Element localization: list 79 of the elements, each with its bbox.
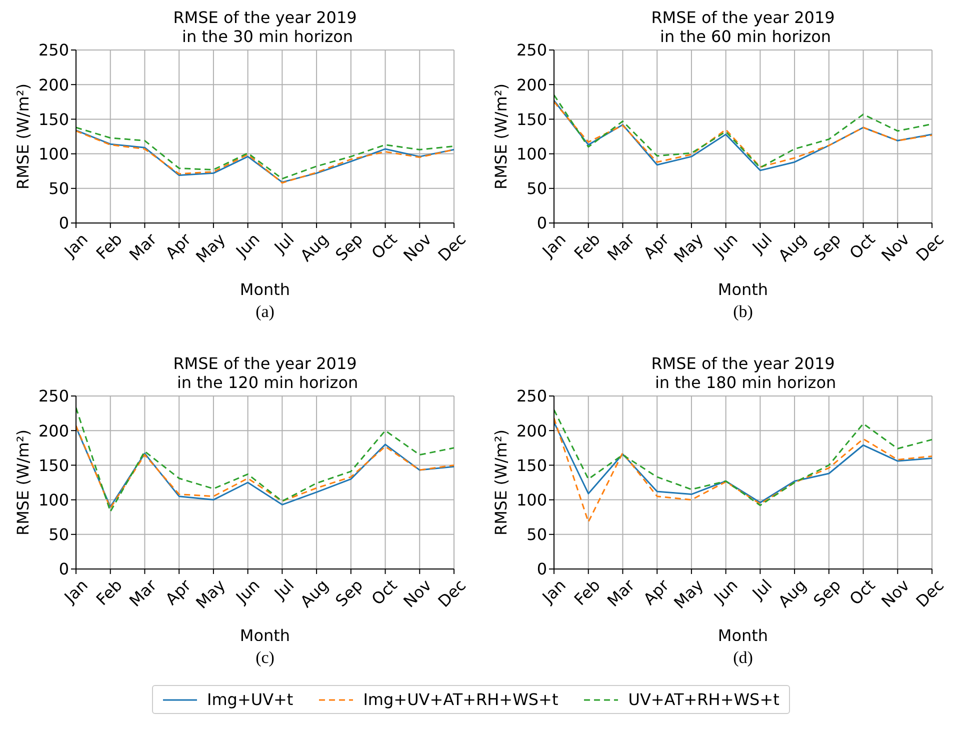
x-tick-label: Nov xyxy=(400,576,436,612)
y-axis-title: RMSE (W/m²) xyxy=(491,430,510,536)
y-tick-label: 250 xyxy=(516,386,547,406)
x-axis-title: Month xyxy=(240,626,290,645)
x-axis-title: Month xyxy=(718,280,768,299)
text: (c) xyxy=(254,648,276,668)
x-tick-label: Feb xyxy=(92,576,126,610)
x-tick-label: Oct xyxy=(368,576,401,609)
y-axis-title: RMSE (W/m²) xyxy=(13,84,32,190)
line-series xyxy=(554,417,932,523)
y-tick-label: 150 xyxy=(38,110,69,129)
text: (b) xyxy=(732,302,754,322)
y-tick-label: 200 xyxy=(516,421,547,440)
x-tick-label: Dec xyxy=(434,576,470,611)
chart-title: RMSE of the year 2019 in the 120 min horizon xyxy=(172,354,360,392)
x-tick-label: Apr xyxy=(162,575,195,609)
x-tick-label: Sep xyxy=(810,576,844,610)
y-tick-label: 50 xyxy=(526,525,547,544)
x-tick-label: Nov xyxy=(400,230,436,266)
y-tick-label: 50 xyxy=(48,179,69,198)
x-tick-label: Jun xyxy=(710,576,742,608)
x-tick-label: Nov xyxy=(878,576,914,612)
y-tick-label: 150 xyxy=(516,110,547,129)
x-tick-label: Mar xyxy=(126,229,161,264)
x-tick-label: Apr xyxy=(640,229,673,263)
x-tick-label: Dec xyxy=(434,230,470,265)
x-tick-label: Mar xyxy=(604,575,639,610)
x-tick-label: Oct xyxy=(846,230,879,263)
line-series xyxy=(554,409,932,506)
x-tick-label: Apr xyxy=(162,229,195,263)
x-tick-label: Feb xyxy=(570,576,604,610)
x-axis-title: Month xyxy=(240,280,290,299)
chart-title: RMSE of the year 2019 in the 180 min horizon xyxy=(650,354,838,392)
x-tick-label: Oct xyxy=(846,576,879,609)
y-tick-label: 100 xyxy=(38,490,69,510)
x-tick-label: Mar xyxy=(604,229,639,264)
x-tick-label: Sep xyxy=(332,576,366,610)
legend-label: Img+UV+t xyxy=(207,690,294,709)
y-tick-label: 100 xyxy=(38,144,69,164)
y-tick-label: 50 xyxy=(48,525,69,544)
x-tick-label: Mar xyxy=(126,575,161,610)
legend-label: Img+UV+AT+RH+WS+t xyxy=(363,690,558,709)
line-series xyxy=(554,422,932,504)
y-axis-title: RMSE (W/m²) xyxy=(491,84,510,190)
y-tick-label: 250 xyxy=(38,386,69,406)
x-tick-label: Apr xyxy=(640,575,673,609)
y-tick-label: 100 xyxy=(516,490,547,510)
x-tick-label: Nov xyxy=(878,230,914,266)
x-tick-label: Sep xyxy=(332,230,366,264)
y-tick-label: 150 xyxy=(38,456,69,475)
x-tick-label: Sep xyxy=(810,230,844,264)
legend-label: UV+AT+RH+WS+t xyxy=(628,690,780,709)
text: (a) xyxy=(254,302,276,322)
text: (d) xyxy=(732,648,754,668)
y-tick-label: 200 xyxy=(38,75,69,94)
x-tick-label: Jul xyxy=(748,230,776,258)
line-series xyxy=(76,407,454,512)
y-tick-label: 250 xyxy=(516,40,547,60)
x-tick-label: Jun xyxy=(232,576,264,608)
chart-title: RMSE of the year 2019 in the 60 min horizon xyxy=(650,8,836,46)
y-axis-title: RMSE (W/m²) xyxy=(13,430,32,536)
x-tick-label: Jun xyxy=(232,230,264,262)
x-tick-label: Feb xyxy=(92,230,126,264)
y-tick-label: 100 xyxy=(516,144,547,164)
y-tick-label: 200 xyxy=(38,421,69,440)
x-tick-label: Oct xyxy=(368,230,401,263)
x-tick-label: Dec xyxy=(912,230,948,265)
y-tick-label: 200 xyxy=(516,75,547,94)
y-tick-label: 50 xyxy=(526,179,547,198)
x-tick-label: Jul xyxy=(270,576,298,604)
x-tick-label: Dec xyxy=(912,576,948,611)
x-tick-label: Jul xyxy=(270,230,298,258)
x-axis-title: Month xyxy=(718,626,768,645)
x-tick-label: Jun xyxy=(710,230,742,262)
x-tick-label: Feb xyxy=(570,230,604,264)
chart-title: RMSE of the year 2019 in the 30 min horizon xyxy=(172,8,358,46)
y-tick-label: 250 xyxy=(38,40,69,60)
y-tick-label: 150 xyxy=(516,456,547,475)
x-tick-label: Jul xyxy=(748,576,776,604)
